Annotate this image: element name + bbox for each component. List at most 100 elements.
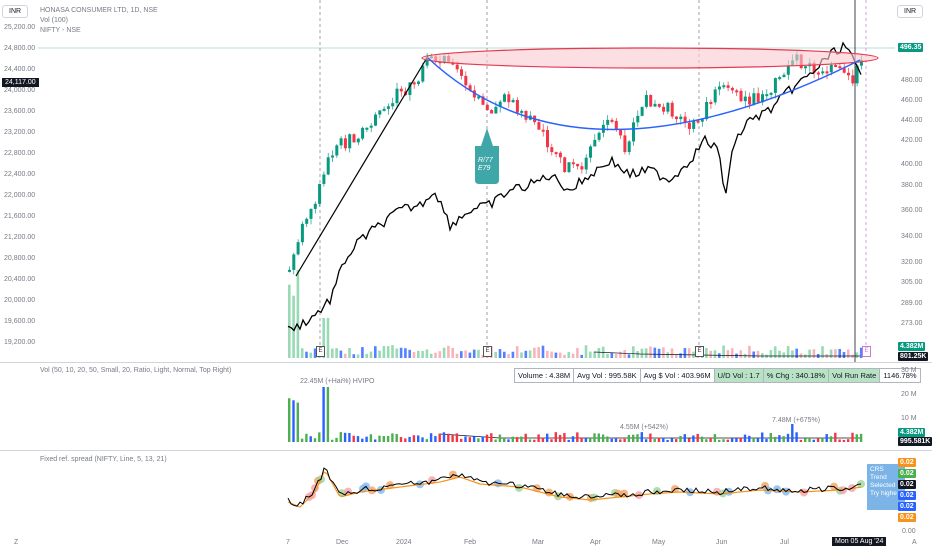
volume-pane-bar [378,435,381,442]
volume-bar [730,348,734,358]
candle [675,116,678,120]
volume-pane-bar [601,434,605,442]
volume-pane-bar [855,434,858,442]
currency-right-button[interactable]: INR [897,5,924,18]
volume-pane-bar [490,433,493,442]
volume-tag: 4.382M [898,342,926,351]
volume-pane-bar [838,439,841,442]
candle [477,96,481,99]
candle [859,59,863,66]
volume-bar [477,349,480,358]
candle [498,101,502,107]
volume-pane-bar [804,438,807,442]
candle [700,119,704,122]
volume-bar [404,348,407,358]
volume-pane-bar [369,434,373,442]
candle [331,155,334,158]
volume-bar [515,346,519,358]
volume-bar [361,347,364,358]
cup-arc[interactable] [427,57,861,131]
candle [318,183,322,204]
avg-volume-tag: 801.25K [898,352,929,361]
candle [576,163,580,167]
left-axis-tick: 20,000.00 [4,297,36,304]
volume-pane-bar [438,433,441,442]
volume-pane-bar [300,438,304,442]
volume-pane-bar [812,439,815,442]
candle [550,147,554,153]
time-axis-tick: Apr [590,539,601,546]
volume-bar [498,349,502,358]
volume-bar [834,349,837,358]
candle [391,103,395,107]
volume-pane-bar [696,433,699,442]
volume-pane-bar [412,435,416,442]
volume-pane-bar [791,424,794,442]
currency-left-button[interactable]: INR [2,5,29,18]
candle [399,88,403,92]
volume-bar [589,351,592,358]
trend-line[interactable] [295,55,429,277]
volume-pane-bar [404,438,407,442]
earnings-marker[interactable]: E [483,346,492,357]
volume-bar [481,354,485,358]
volume-pane-avg-tag: 995.581K [898,437,932,446]
volume-label: 4.55M (+542%) [620,424,669,431]
candle [644,95,648,107]
volume-bar [808,349,811,358]
volume-pane-bar [700,436,704,442]
volume-bar [593,351,596,358]
volume-bar [395,348,399,358]
candle [786,65,790,75]
time-axis-tick: Feb [464,539,477,546]
volume-bar [782,352,786,358]
volume-pane-bar [752,437,755,442]
candle [580,166,584,170]
auto-scale-icon[interactable]: A [912,539,917,546]
volume-pane-bar [743,434,747,442]
earnings-marker[interactable]: E [862,346,871,357]
candle [520,110,524,113]
nifty-legend: NIFTY - NSE [40,27,81,34]
volume-pane-bar [503,437,506,442]
volume-pane-bar [675,439,678,442]
volume-pane-bar [726,439,729,442]
volume-bar [438,351,442,358]
pane-separator[interactable] [0,362,932,363]
price-chart[interactable] [0,0,932,362]
right-axis-tick: 420.00 [901,137,923,144]
volume-pane-bar [511,436,514,442]
volume-bar [619,351,622,358]
candle [778,77,782,80]
candle [653,103,657,107]
candle [361,127,365,139]
earnings-marker[interactable]: E [316,346,325,357]
volume-bar [447,345,450,358]
candle [683,116,687,123]
left-axis-tick: 22,000.00 [4,192,36,199]
spread-ma-line [287,471,862,508]
volume-bar [421,350,424,358]
volume-pane-chart[interactable] [0,362,932,448]
candle [417,81,420,84]
candle [378,110,382,115]
right-axis-tick: 360.00 [901,207,923,214]
volume-bar [292,295,295,358]
pane-separator[interactable] [0,450,932,451]
zoom-icon[interactable]: Z [14,539,19,546]
volume-bar [369,351,373,358]
volume-pane-bar [498,434,502,442]
earnings-marker[interactable]: E [695,346,704,357]
resistance-ellipse[interactable] [421,47,879,69]
volume-bar [812,349,816,358]
spread-pane-chart[interactable] [0,450,932,532]
volume-pane-bar [610,438,613,442]
volume-bar [773,346,777,358]
volume-pane-bar [326,387,330,442]
candle [670,102,674,117]
candle [756,93,760,103]
right-axis-tick: 480.00 [901,77,923,84]
volume-pane-bar [627,434,631,442]
right-axis-tick: 380.00 [901,182,923,189]
earnings-callout[interactable] [475,128,499,184]
